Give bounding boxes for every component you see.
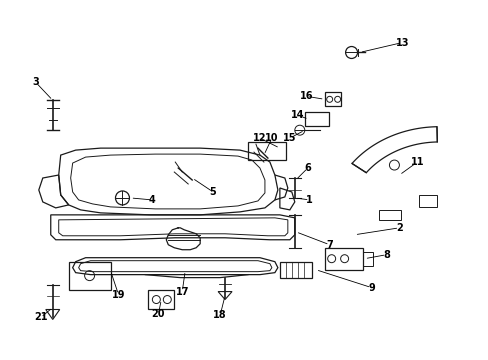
Text: 17: 17 — [175, 287, 188, 297]
Text: 20: 20 — [151, 310, 165, 319]
Text: 11: 11 — [410, 157, 423, 167]
Text: 5: 5 — [209, 187, 216, 197]
Text: 3: 3 — [32, 77, 39, 87]
Text: 4: 4 — [149, 195, 155, 205]
Text: 14: 14 — [290, 110, 304, 120]
Text: 10: 10 — [264, 133, 278, 143]
Text: 15: 15 — [283, 133, 296, 143]
Text: 6: 6 — [304, 163, 310, 173]
Text: 1: 1 — [306, 195, 312, 205]
Text: 19: 19 — [112, 289, 125, 300]
Text: 7: 7 — [325, 240, 332, 250]
Text: 9: 9 — [367, 283, 374, 293]
Text: 18: 18 — [213, 310, 226, 320]
Text: 16: 16 — [300, 91, 313, 101]
Text: 2: 2 — [395, 223, 402, 233]
Text: 8: 8 — [382, 250, 389, 260]
Text: 21: 21 — [34, 312, 47, 323]
Text: 13: 13 — [395, 37, 408, 48]
Text: 12: 12 — [253, 133, 266, 143]
